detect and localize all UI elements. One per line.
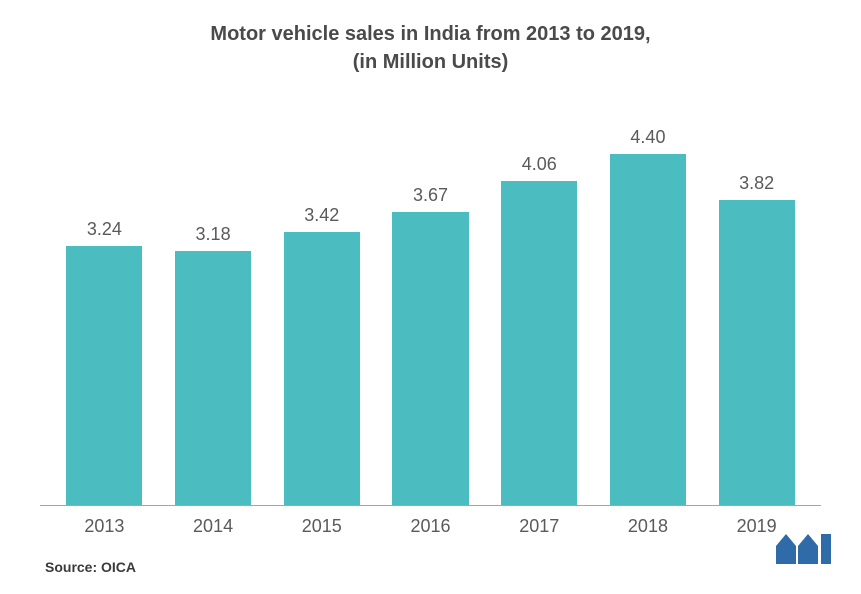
chart-title-line2: (in Million Units) [40,48,821,76]
bar [66,246,142,505]
bar-value-label: 4.40 [630,127,665,148]
bar-value-label: 4.06 [522,154,557,175]
bar-value-label: 3.24 [87,219,122,240]
bar [175,251,251,505]
bar-group: 4.06 [485,106,594,505]
bar-value-label: 3.42 [304,205,339,226]
bar-group: 3.82 [702,106,811,505]
bar-value-label: 3.67 [413,185,448,206]
bar-group: 3.18 [159,106,268,505]
brand-logo-icon [776,534,831,569]
bar-value-label: 3.82 [739,173,774,194]
bar [610,154,686,505]
x-axis-label: 2015 [267,516,376,537]
bar [719,200,795,505]
bar-group: 3.67 [376,106,485,505]
source-text: OICA [101,559,136,575]
bar [392,212,468,505]
x-axis-label: 2016 [376,516,485,537]
chart-title: Motor vehicle sales in India from 2013 t… [40,20,821,76]
bar [501,181,577,505]
chart-title-line1: Motor vehicle sales in India from 2013 t… [40,20,821,48]
source-attribution: Source: OICA [45,559,821,575]
bar-group: 3.24 [50,106,159,505]
bar-group: 3.42 [267,106,376,505]
x-axis-label: 2017 [485,516,594,537]
x-axis-label: 2018 [594,516,703,537]
bar-value-label: 3.18 [196,224,231,245]
bar [284,232,360,505]
x-axis-label: 2013 [50,516,159,537]
x-axis-labels: 2013 2014 2015 2016 2017 2018 2019 [40,506,821,537]
source-prefix: Source: [45,559,101,575]
bar-group: 4.40 [594,106,703,505]
chart-plot-area: 3.24 3.18 3.42 3.67 4.06 4.40 3.82 [40,106,821,506]
x-axis-label: 2014 [159,516,268,537]
